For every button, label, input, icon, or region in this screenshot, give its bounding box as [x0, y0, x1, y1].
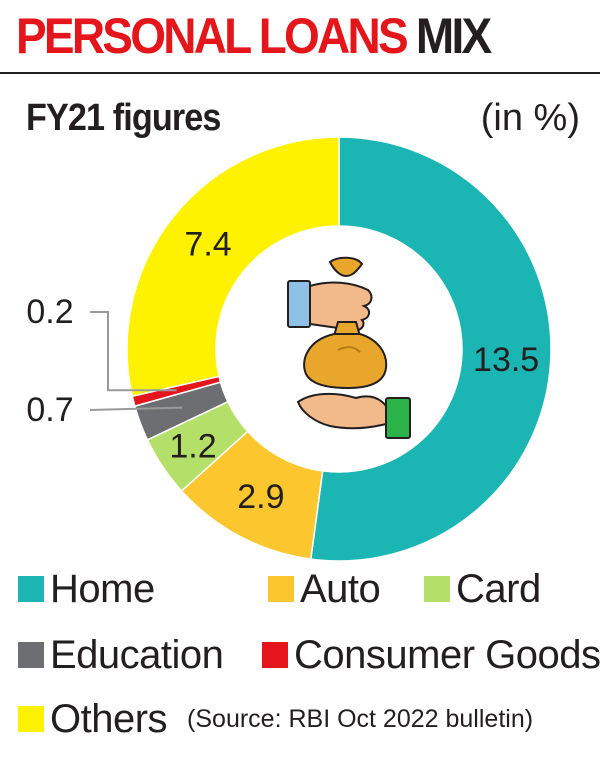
leader-line-consumer-goods [90, 311, 177, 392]
leader-lines [89, 311, 183, 411]
hand-money-bag-icon [287, 256, 411, 439]
donut-slices [126, 136, 552, 562]
data-label-others: 7.4 [184, 226, 231, 264]
data-label-home: 13.5 [473, 341, 539, 379]
data-label-education: 0.7 [26, 391, 73, 429]
data-label-card: 1.2 [169, 427, 216, 465]
unit-label: (in %) [480, 97, 580, 139]
leader-line-education [89, 406, 183, 411]
data-labels: 13.5 2.9 1.2 0.7 0.2 7.4 [26, 226, 539, 517]
chart-title: PERSONAL LOANS MIX [16, 6, 492, 66]
title-highlight: PERSONAL LOANS [16, 8, 409, 64]
data-label-consumer-goods: 0.2 [26, 293, 73, 331]
title-rest: MIX [415, 8, 492, 64]
title-divider [0, 72, 600, 74]
chart-subtitle: FY21 figures [26, 97, 221, 139]
data-label-auto: 2.9 [237, 478, 284, 516]
slice-home [309, 136, 552, 562]
slice-others [126, 136, 340, 398]
